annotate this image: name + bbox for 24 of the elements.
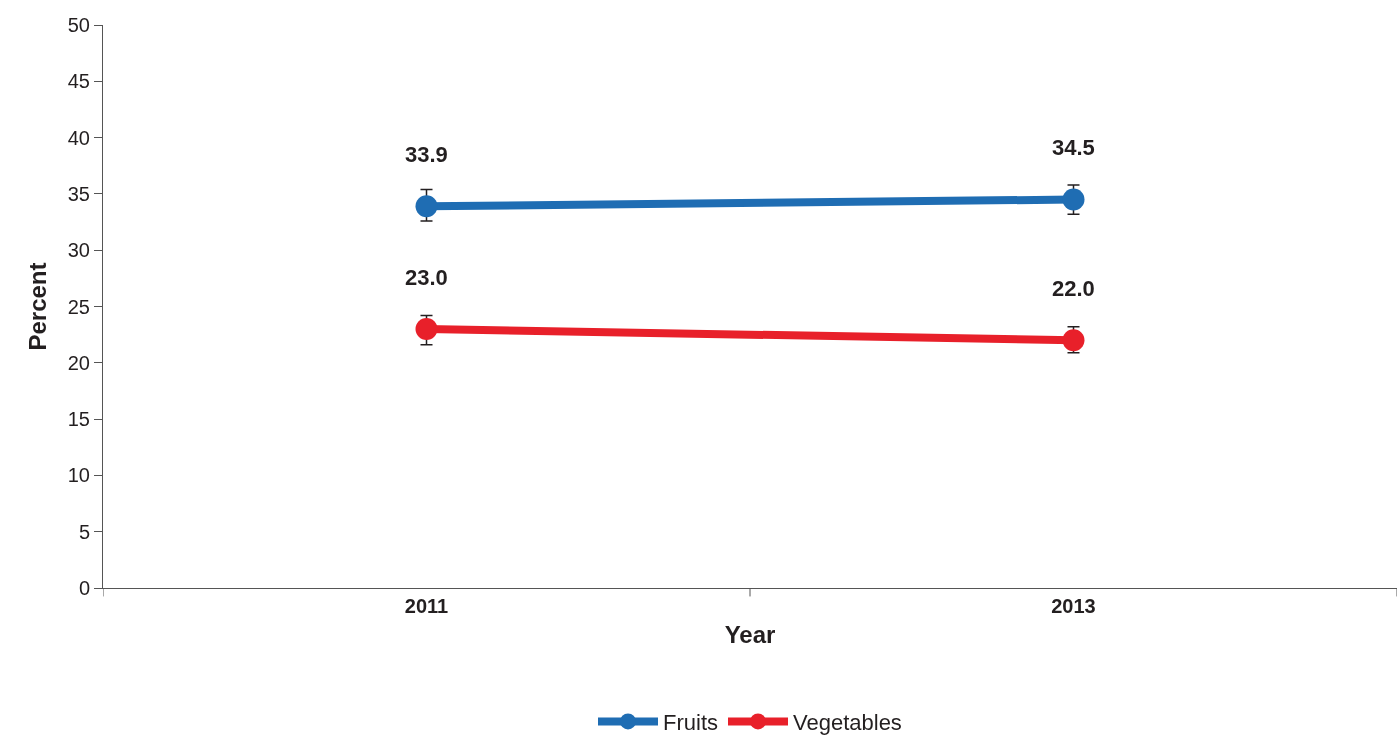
y-tick-label: 25 — [67, 295, 90, 318]
point — [1062, 188, 1085, 211]
y-tick-label: 45 — [67, 70, 90, 93]
y-tick-label: 35 — [67, 182, 90, 205]
y-tick-label: 15 — [67, 408, 90, 431]
data-label: 22.0 — [1052, 276, 1095, 301]
y-tick-label: 10 — [67, 464, 90, 487]
legend-label: Fruits — [663, 709, 718, 735]
x-tick-label: 2011 — [404, 595, 449, 617]
y-tick-label: 40 — [67, 126, 90, 149]
x-axis-title: Year — [724, 621, 776, 649]
y-tick-label: 0 — [78, 577, 90, 599]
point — [415, 195, 438, 218]
y-tick-label: 50 — [67, 14, 90, 36]
point — [415, 318, 438, 341]
data-label: 23.0 — [405, 265, 448, 290]
y-tick-label: 20 — [67, 351, 90, 374]
y-tick-label: 5 — [78, 520, 90, 543]
y-tick-label: 30 — [67, 239, 90, 262]
data-label: 33.9 — [405, 142, 448, 167]
y-axis-title: Percent — [23, 262, 51, 351]
data-label: 34.5 — [1052, 135, 1095, 160]
x-tick-label: 2013 — [1051, 595, 1096, 617]
legend-label: Vegetables — [793, 709, 902, 735]
